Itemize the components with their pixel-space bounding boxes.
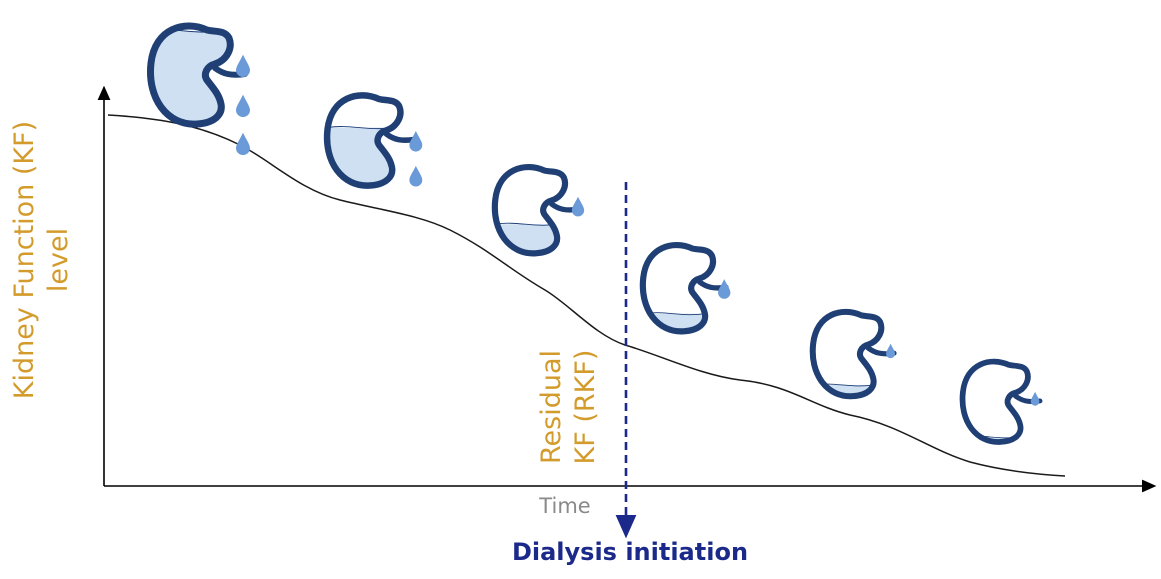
kidney-icon <box>959 358 1043 445</box>
kidney-icon <box>491 164 581 257</box>
water-drop-icon <box>718 279 731 299</box>
kidney-icon <box>323 92 417 189</box>
kidney-outline <box>491 164 569 257</box>
water-drop-icon <box>571 196 585 217</box>
kidney-icon <box>147 22 248 128</box>
water-drop-icon <box>236 132 250 156</box>
residual-kf-label: Residual KF (RKF) <box>535 307 605 507</box>
kidney-outline <box>959 358 1031 445</box>
kidney-icon <box>809 308 897 400</box>
y-axis-label-line1: Kidney Function (KF) <box>9 120 40 400</box>
x-axis-label: Time <box>539 494 591 518</box>
water-drop-icon <box>236 54 250 78</box>
kidney-outline <box>323 92 404 189</box>
kidney-ureter <box>383 131 417 143</box>
residual-kf-line1: Residual <box>536 349 567 465</box>
kidney-outline <box>809 308 885 400</box>
kidney-icon <box>639 242 729 335</box>
residual-kf-line2: KF (RKF) <box>570 349 601 465</box>
kidney-fill <box>812 384 882 397</box>
kidney-outline <box>147 22 234 128</box>
kf-decline-curve <box>107 114 1066 477</box>
dialysis-initiation-label: Dialysis initiation <box>511 538 749 566</box>
water-drop-icon <box>409 165 423 187</box>
y-axis-label-line2: level <box>43 227 74 293</box>
water-drop-icon <box>236 94 250 118</box>
water-drop-icon <box>409 130 423 152</box>
kidney-fill <box>327 127 401 186</box>
y-axis-label: Kidney Function (KF) level <box>8 90 78 430</box>
water-drop-icon <box>886 343 896 359</box>
kidney-outline <box>639 242 717 335</box>
water-drop-icon <box>1030 391 1040 406</box>
kidney-stage-group <box>147 22 1043 445</box>
